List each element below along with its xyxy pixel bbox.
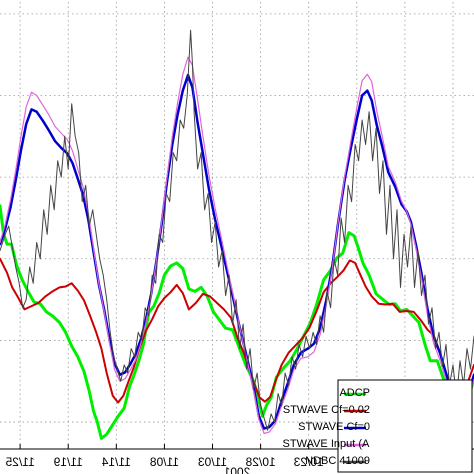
series-line-2 — [0, 73, 474, 430]
grid — [0, 0, 474, 449]
legend-label-1: STWAVE Input (A — [283, 438, 370, 450]
x-tick-label-3: 10/23 — [293, 455, 323, 469]
series-lines — [0, 29, 474, 440]
x-tick-label-7: 11/14 — [101, 455, 130, 469]
legend-label-4: ADCP — [339, 387, 370, 399]
series-line-3 — [0, 56, 474, 435]
legend-box — [337, 379, 473, 473]
legend-label-2: STWAVE Cf=0 — [298, 421, 370, 433]
legend-label-0: NDBC 41009 — [305, 455, 370, 467]
series-line-1 — [0, 257, 474, 404]
series-line-0 — [0, 204, 474, 440]
x-tick-label-4: 10/28 — [245, 455, 275, 469]
x-tick-label-5: 11/03 — [198, 455, 227, 469]
x-tick-label-8: 11/19 — [53, 455, 82, 469]
chart-title: 2001 — [223, 465, 250, 474]
legend: NDBC 41009 STWAVE Input (A STWAVE Cf=0 STWA… — [283, 379, 473, 473]
x-tick-label-9: 11/25 — [5, 455, 34, 469]
series-line-4 — [0, 29, 474, 431]
x-tick-label-6: 11/08 — [150, 455, 179, 469]
legend-label-3: STWAVE Cf=0.02 — [283, 404, 370, 416]
